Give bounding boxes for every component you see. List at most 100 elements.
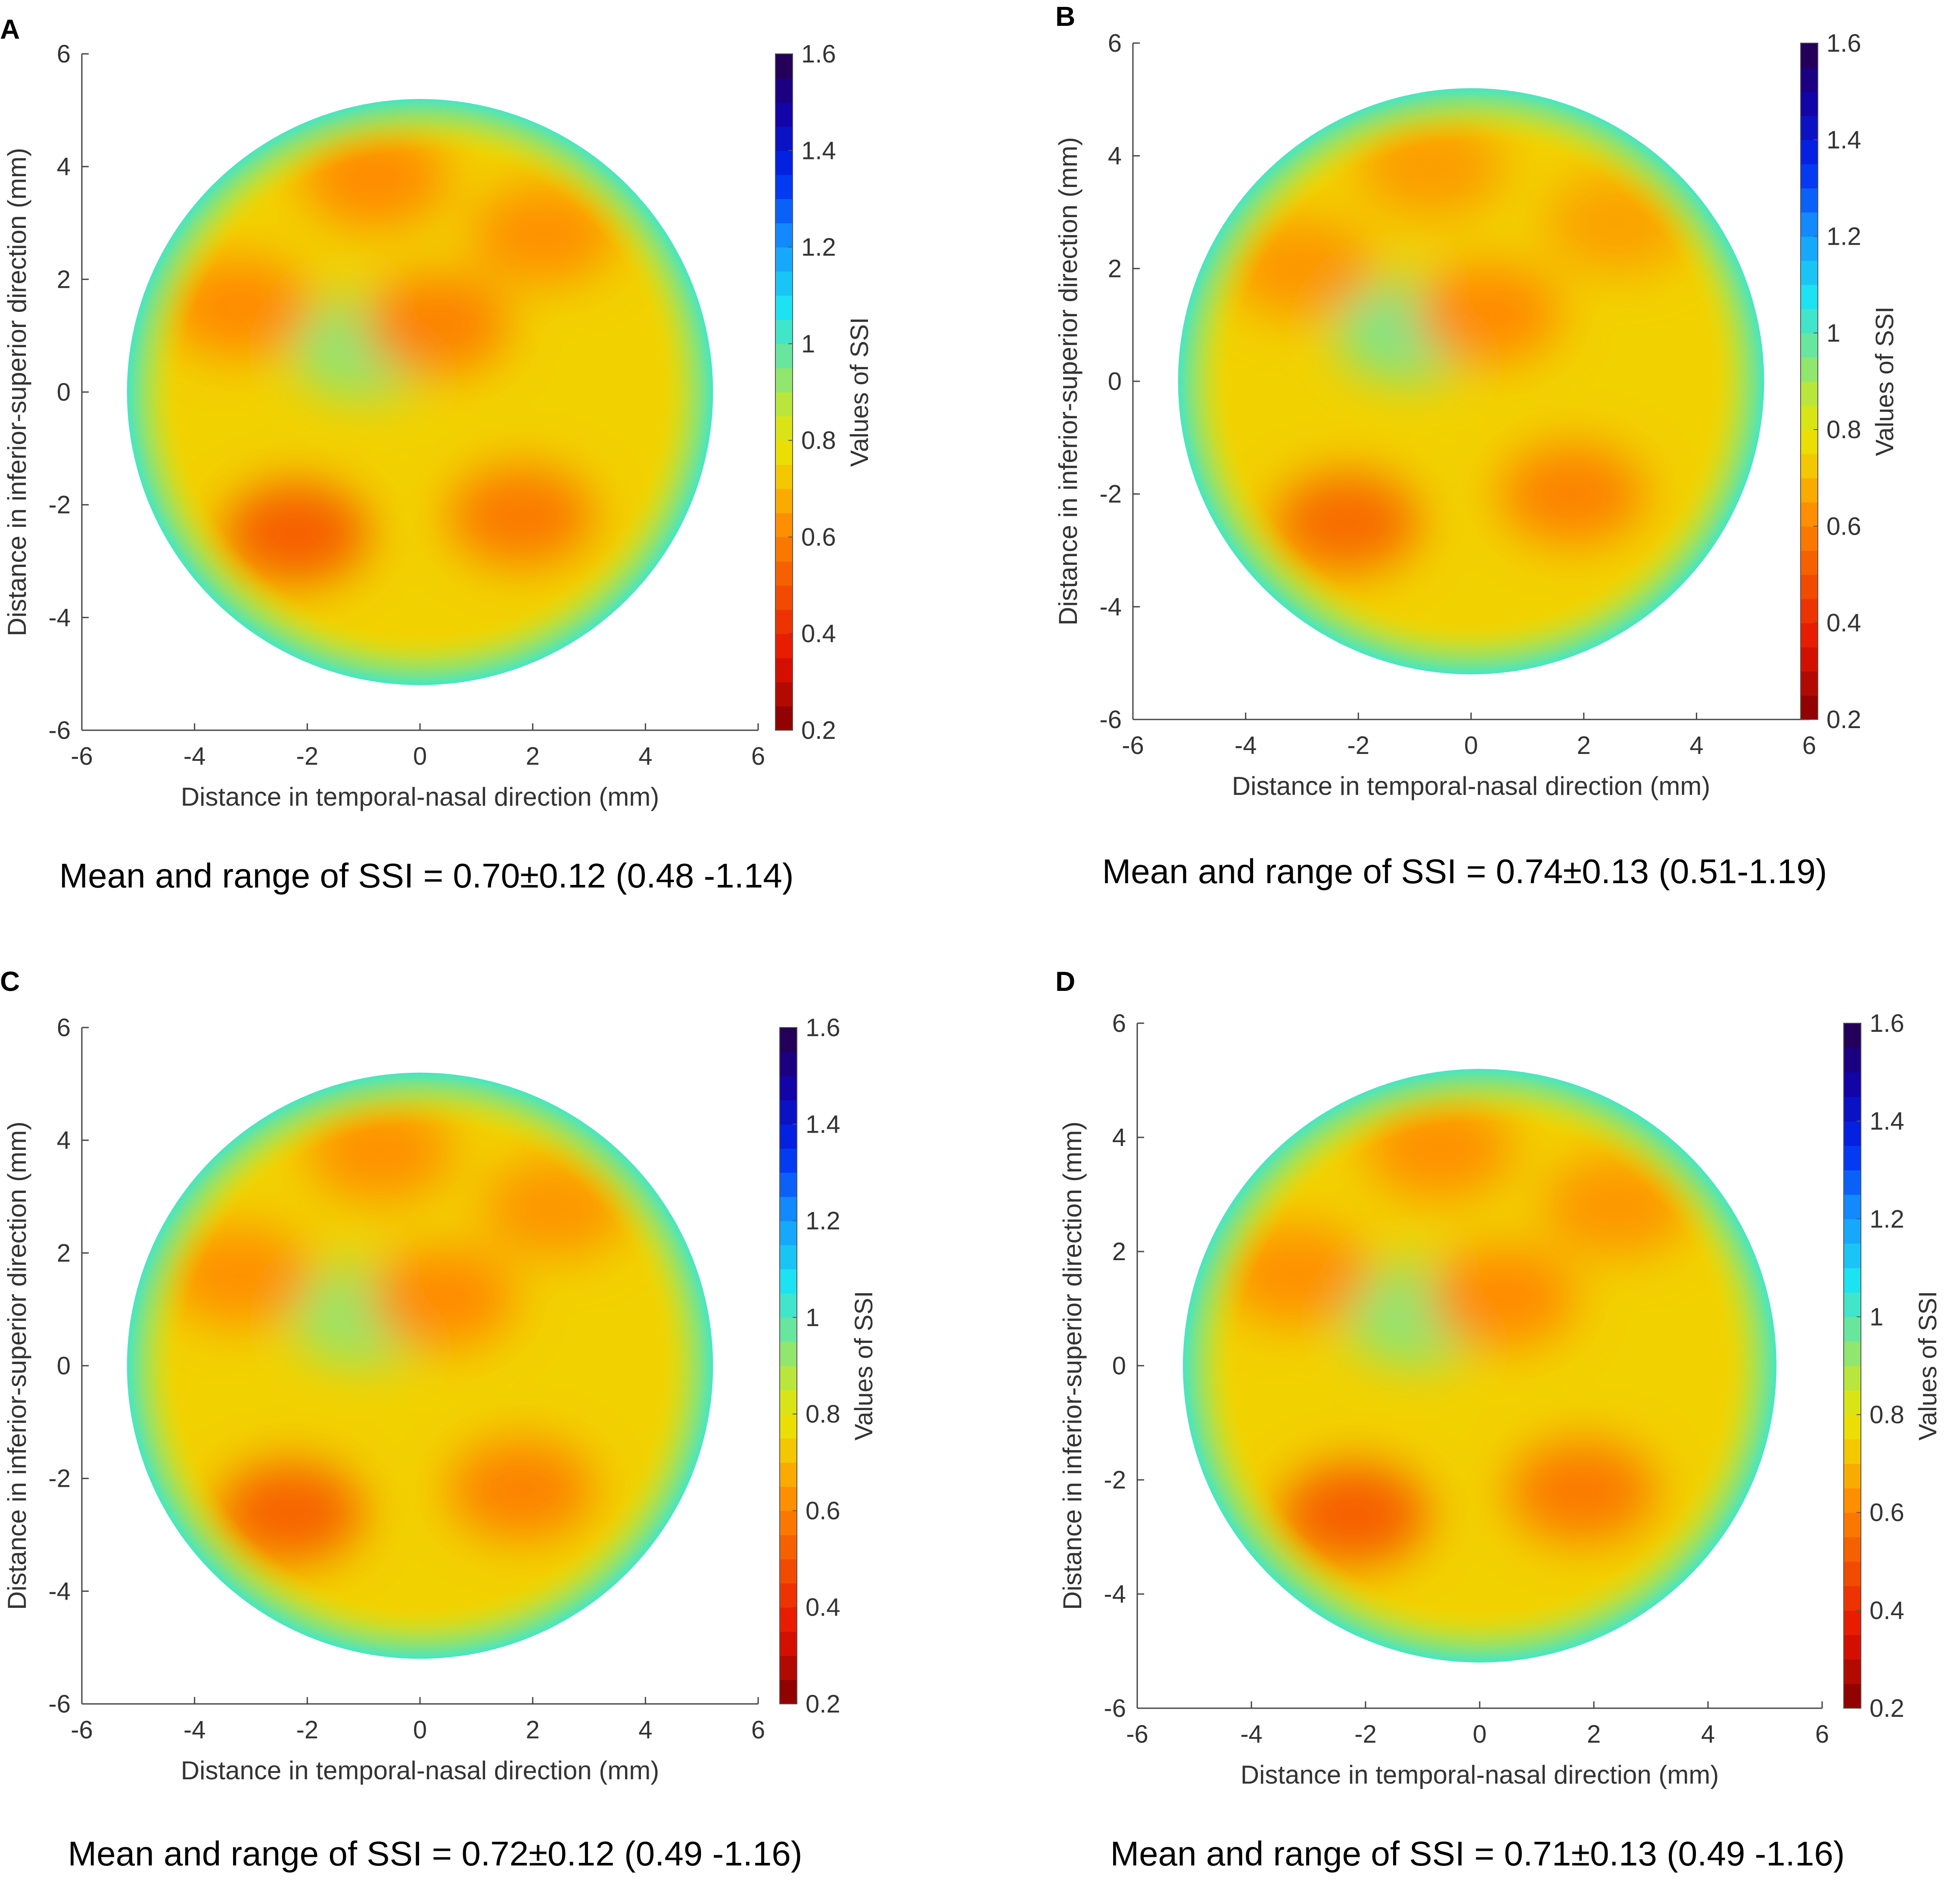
colorbar-segment: [1801, 405, 1818, 430]
colorbar-segment: [780, 1076, 797, 1101]
panel-caption: Mean and range of SSI = 0.74±0.13 (0.51-…: [1102, 852, 1827, 891]
colorbar-segment: [1801, 478, 1818, 503]
colorbar-segment: [775, 343, 793, 368]
colorbar-tick-label: 1.4: [806, 1110, 840, 1138]
y-tick-label: 4: [57, 153, 71, 181]
colorbar-segment: [780, 1366, 797, 1390]
colorbar-segment: [1801, 308, 1818, 333]
colorbar-tick-label: 0.8: [1870, 1401, 1904, 1429]
colorbar-segment: [1844, 1586, 1861, 1611]
x-tick-label: -2: [1354, 1720, 1377, 1748]
colorbar-tick-label: 0.8: [801, 427, 836, 455]
colorbar-segment: [1801, 91, 1818, 116]
colorbar-frame: [1800, 43, 1818, 720]
colorbar-tick-label: 1.2: [1870, 1205, 1904, 1233]
colorbar-tick-label: 0.8: [1826, 416, 1861, 444]
colorbar-tick-label: 0.6: [801, 523, 836, 551]
colorbar-segment: [1801, 647, 1818, 672]
colorbar-segment: [775, 657, 793, 682]
x-axis-title: Distance in temporal-nasal direction (mm…: [181, 782, 659, 811]
colorbar-tick-label: 1.4: [1870, 1107, 1904, 1135]
colorbar-tick-label: 1.6: [806, 1014, 840, 1042]
colorbar-segment: [1844, 1194, 1861, 1220]
colorbar-segment: [1844, 1072, 1861, 1097]
colorbar-segment: [775, 633, 793, 658]
ssi-map: [1178, 88, 1764, 675]
colorbar-segment: [1801, 212, 1818, 237]
y-tick-label: 4: [1112, 1124, 1126, 1152]
colorbar-segment: [1801, 430, 1818, 455]
x-tick-label: 6: [751, 742, 765, 770]
colorbar-segment: [780, 1245, 797, 1270]
colorbar-title: Values of SSI: [1871, 306, 1899, 456]
colorbar-segment: [780, 1438, 797, 1463]
colorbar-segment: [780, 1486, 797, 1511]
colorbar-segment: [780, 1317, 797, 1342]
ssi-map-rim: [127, 1072, 713, 1659]
x-tick-label: 4: [1689, 732, 1703, 760]
x-tick-label: -4: [184, 1716, 206, 1744]
colorbar-segment: [1844, 1439, 1861, 1464]
ssi-map-rim: [127, 99, 713, 685]
colorbar-segment: [1801, 671, 1818, 696]
colorbar-segment: [775, 513, 793, 538]
x-tick-label: -4: [1235, 732, 1257, 760]
colorbar-segment: [775, 585, 793, 610]
colorbar-tick-label: 1: [801, 330, 815, 358]
y-tick-label: 6: [1112, 1009, 1126, 1037]
colorbar-segment: [780, 1462, 797, 1487]
colorbar-segment: [1844, 1121, 1861, 1146]
x-tick-label: 2: [1577, 732, 1591, 760]
y-tick-label: -6: [48, 1690, 71, 1718]
colorbar-segment: [775, 271, 793, 296]
colorbar-segment: [780, 1172, 797, 1197]
panel-letter: D: [1055, 966, 1075, 997]
x-tick-label: -2: [1347, 732, 1370, 760]
y-tick-label: -4: [48, 604, 71, 632]
y-tick-label: 4: [57, 1127, 71, 1155]
colorbar-segment: [780, 1607, 797, 1632]
colorbar-segment: [780, 1148, 797, 1173]
x-tick-label: -6: [1122, 732, 1144, 760]
y-axis-title: Distance in inferior-superior direction …: [1058, 1121, 1087, 1610]
colorbar-frame: [779, 1027, 797, 1704]
colorbar-segment: [775, 150, 793, 175]
colorbar-segment: [775, 126, 793, 151]
y-tick-label: 0: [1108, 367, 1122, 395]
x-tick-label: 4: [638, 1716, 652, 1744]
colorbar-title: Values of SSI: [1914, 1291, 1942, 1440]
colorbar-segment: [1801, 574, 1818, 599]
colorbar-segment: [1801, 284, 1818, 309]
colorbar-segment: [1801, 67, 1818, 92]
y-tick-label: 4: [1108, 142, 1122, 170]
y-tick-label: -2: [1099, 480, 1122, 508]
x-tick-label: -4: [184, 742, 206, 770]
colorbar-segment: [775, 54, 793, 78]
colorbar-frame: [1843, 1023, 1861, 1709]
ssi-map-rim: [1183, 1069, 1776, 1663]
colorbar-segment: [775, 223, 793, 248]
colorbar-tick-label: 1.4: [1826, 126, 1861, 154]
colorbar-segment: [1844, 1684, 1861, 1709]
x-axis-title: Distance in temporal-nasal direction (mm…: [1241, 1760, 1719, 1789]
colorbar-tick-label: 0.6: [1870, 1499, 1904, 1527]
colorbar-segment: [1801, 695, 1818, 720]
x-tick-label: 6: [1815, 1720, 1829, 1748]
x-tick-label: 4: [1701, 1720, 1715, 1748]
panel-c: C -6 -4 -2 0 2 4 6 -6 -4 -2 0 2 4 6 Distance in tempora…: [0, 966, 878, 1873]
colorbar-segment: [1844, 1488, 1861, 1513]
colorbar-tick-label: 0.4: [1826, 609, 1861, 637]
colorbar-tick-label: 0.2: [1826, 706, 1861, 734]
colorbar-tick-label: 1.6: [801, 40, 836, 68]
colorbar-segment: [780, 1583, 797, 1608]
colorbar-tick-label: 1.4: [801, 137, 836, 165]
colorbar-segment: [1844, 1317, 1861, 1342]
colorbar-segment: [1844, 1145, 1861, 1171]
colorbar-segment: [1844, 1390, 1861, 1415]
ssi-map: [127, 1072, 713, 1659]
colorbar-segment: [1801, 260, 1818, 285]
colorbar-tick-label: 0.4: [801, 620, 836, 648]
y-axis-title: Distance in inferior-superior direction …: [3, 1121, 31, 1610]
colorbar-segment: [780, 1535, 797, 1560]
panel-b: B -6 -4 -2 0 2 4 6 -6 -4 -2 0 2 4 6 Distance in tempora…: [1054, 1, 1899, 891]
